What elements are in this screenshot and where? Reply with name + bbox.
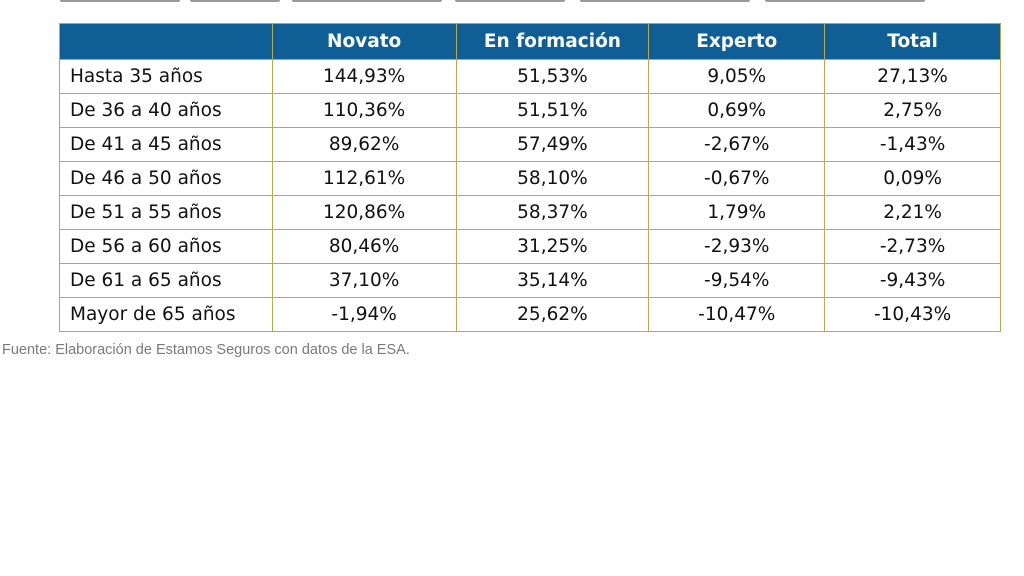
- cell-total: -2,73%: [824, 229, 1001, 264]
- row-label: Mayor de 65 años: [59, 297, 273, 332]
- table-row: De 61 a 65 años 37,10% 35,14% -9,54% -9,…: [59, 263, 1001, 298]
- table-row: Mayor de 65 años -1,94% 25,62% -10,47% -…: [59, 297, 1001, 332]
- header-cell-empty: [59, 23, 273, 60]
- cell-novato: 144,93%: [271, 59, 457, 94]
- table-body: Hasta 35 años 144,93% 51,53% 9,05% 27,13…: [59, 59, 1001, 332]
- table-row: Hasta 35 años 144,93% 51,53% 9,05% 27,13…: [59, 59, 1001, 94]
- row-label: De 56 a 60 años: [59, 229, 273, 264]
- cell-experto: 1,79%: [648, 195, 826, 230]
- cell-experto: -2,93%: [648, 229, 826, 264]
- cell-novato: 110,36%: [271, 93, 457, 128]
- header-cell-novato: Novato: [271, 23, 457, 60]
- table-row: De 46 a 50 años 112,61% 58,10% -0,67% 0,…: [59, 161, 1001, 196]
- cell-novato: 120,86%: [271, 195, 457, 230]
- cell-novato: 37,10%: [271, 263, 457, 298]
- cell-en-formacion: 25,62%: [455, 297, 650, 332]
- cell-en-formacion: 58,37%: [455, 195, 650, 230]
- cell-total: 2,75%: [824, 93, 1001, 128]
- percentage-table: Novato En formación Experto Total Hasta …: [59, 23, 1001, 332]
- cell-en-formacion: 51,51%: [455, 93, 650, 128]
- cell-experto: -2,67%: [648, 127, 826, 162]
- cell-experto: 0,69%: [648, 93, 826, 128]
- cell-total: 27,13%: [824, 59, 1001, 94]
- cell-experto: -0,67%: [648, 161, 826, 196]
- cell-experto: 9,05%: [648, 59, 826, 94]
- cell-novato: -1,94%: [271, 297, 457, 332]
- cell-total: -1,43%: [824, 127, 1001, 162]
- table-header: Novato En formación Experto Total: [59, 23, 1001, 60]
- row-label: De 36 a 40 años: [59, 93, 273, 128]
- header-cell-experto: Experto: [648, 23, 826, 60]
- row-label: De 61 a 65 años: [59, 263, 273, 298]
- cell-en-formacion: 35,14%: [455, 263, 650, 298]
- cropped-heading-text: [60, 0, 930, 3]
- cell-en-formacion: 31,25%: [455, 229, 650, 264]
- table-row: De 56 a 60 años 80,46% 31,25% -2,93% -2,…: [59, 229, 1001, 264]
- cell-total: 0,09%: [824, 161, 1001, 196]
- row-label: De 41 a 45 años: [59, 127, 273, 162]
- cell-novato: 89,62%: [271, 127, 457, 162]
- cell-novato: 80,46%: [271, 229, 457, 264]
- header-cell-total: Total: [824, 23, 1001, 60]
- header-row: Novato En formación Experto Total: [59, 23, 1001, 60]
- cell-total: -10,43%: [824, 297, 1001, 332]
- cell-en-formacion: 51,53%: [455, 59, 650, 94]
- cell-novato: 112,61%: [271, 161, 457, 196]
- table-row: De 36 a 40 años 110,36% 51,51% 0,69% 2,7…: [59, 93, 1001, 128]
- cell-total: -9,43%: [824, 263, 1001, 298]
- row-label: De 46 a 50 años: [59, 161, 273, 196]
- cell-total: 2,21%: [824, 195, 1001, 230]
- table-row: De 41 a 45 años 89,62% 57,49% -2,67% -1,…: [59, 127, 1001, 162]
- header-cell-en-formacion: En formación: [455, 23, 650, 60]
- row-label: Hasta 35 años: [59, 59, 273, 94]
- cell-experto: -9,54%: [648, 263, 826, 298]
- table-row: De 51 a 55 años 120,86% 58,37% 1,79% 2,2…: [59, 195, 1001, 230]
- cell-en-formacion: 57,49%: [455, 127, 650, 162]
- source-note: Fuente: Elaboración de Estamos Seguros c…: [2, 342, 410, 358]
- row-label: De 51 a 55 años: [59, 195, 273, 230]
- cell-experto: -10,47%: [648, 297, 826, 332]
- cell-en-formacion: 58,10%: [455, 161, 650, 196]
